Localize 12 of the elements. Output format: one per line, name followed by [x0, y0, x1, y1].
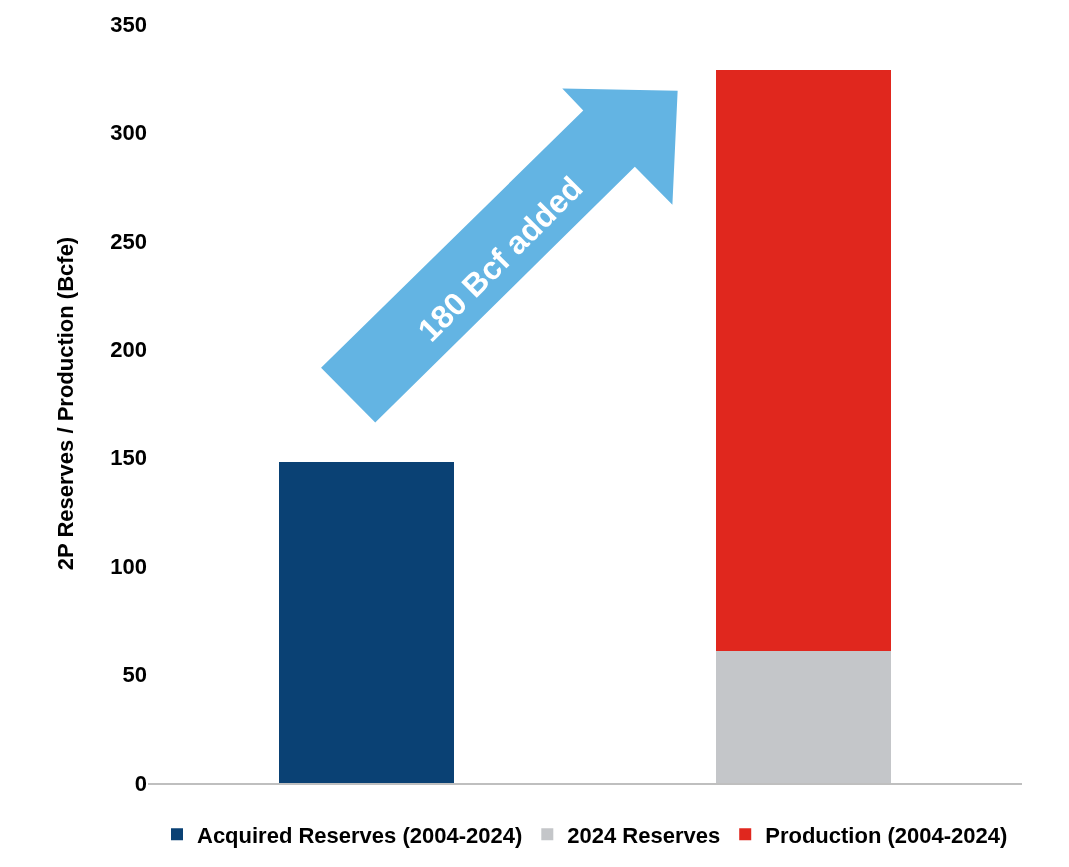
y-tick-label: 100	[110, 553, 147, 579]
legend-label: 2024 Reserves	[567, 822, 721, 848]
y-tick-label: 250	[110, 228, 147, 254]
y-tick-label: 150	[110, 445, 147, 471]
legend-label: Production (2004-2024)	[765, 822, 1008, 848]
y-tick-label: 350	[110, 11, 147, 37]
legend-label: Acquired Reserves (2004-2024)	[197, 822, 523, 848]
y-axis-title: 2P Reserves / Production (Bcfe)	[53, 236, 79, 571]
y-tick-label: 0	[134, 770, 147, 796]
y-tick-label: 50	[122, 662, 147, 688]
y-tick-label: 300	[110, 120, 147, 146]
y-tick-label: 200	[110, 336, 147, 362]
